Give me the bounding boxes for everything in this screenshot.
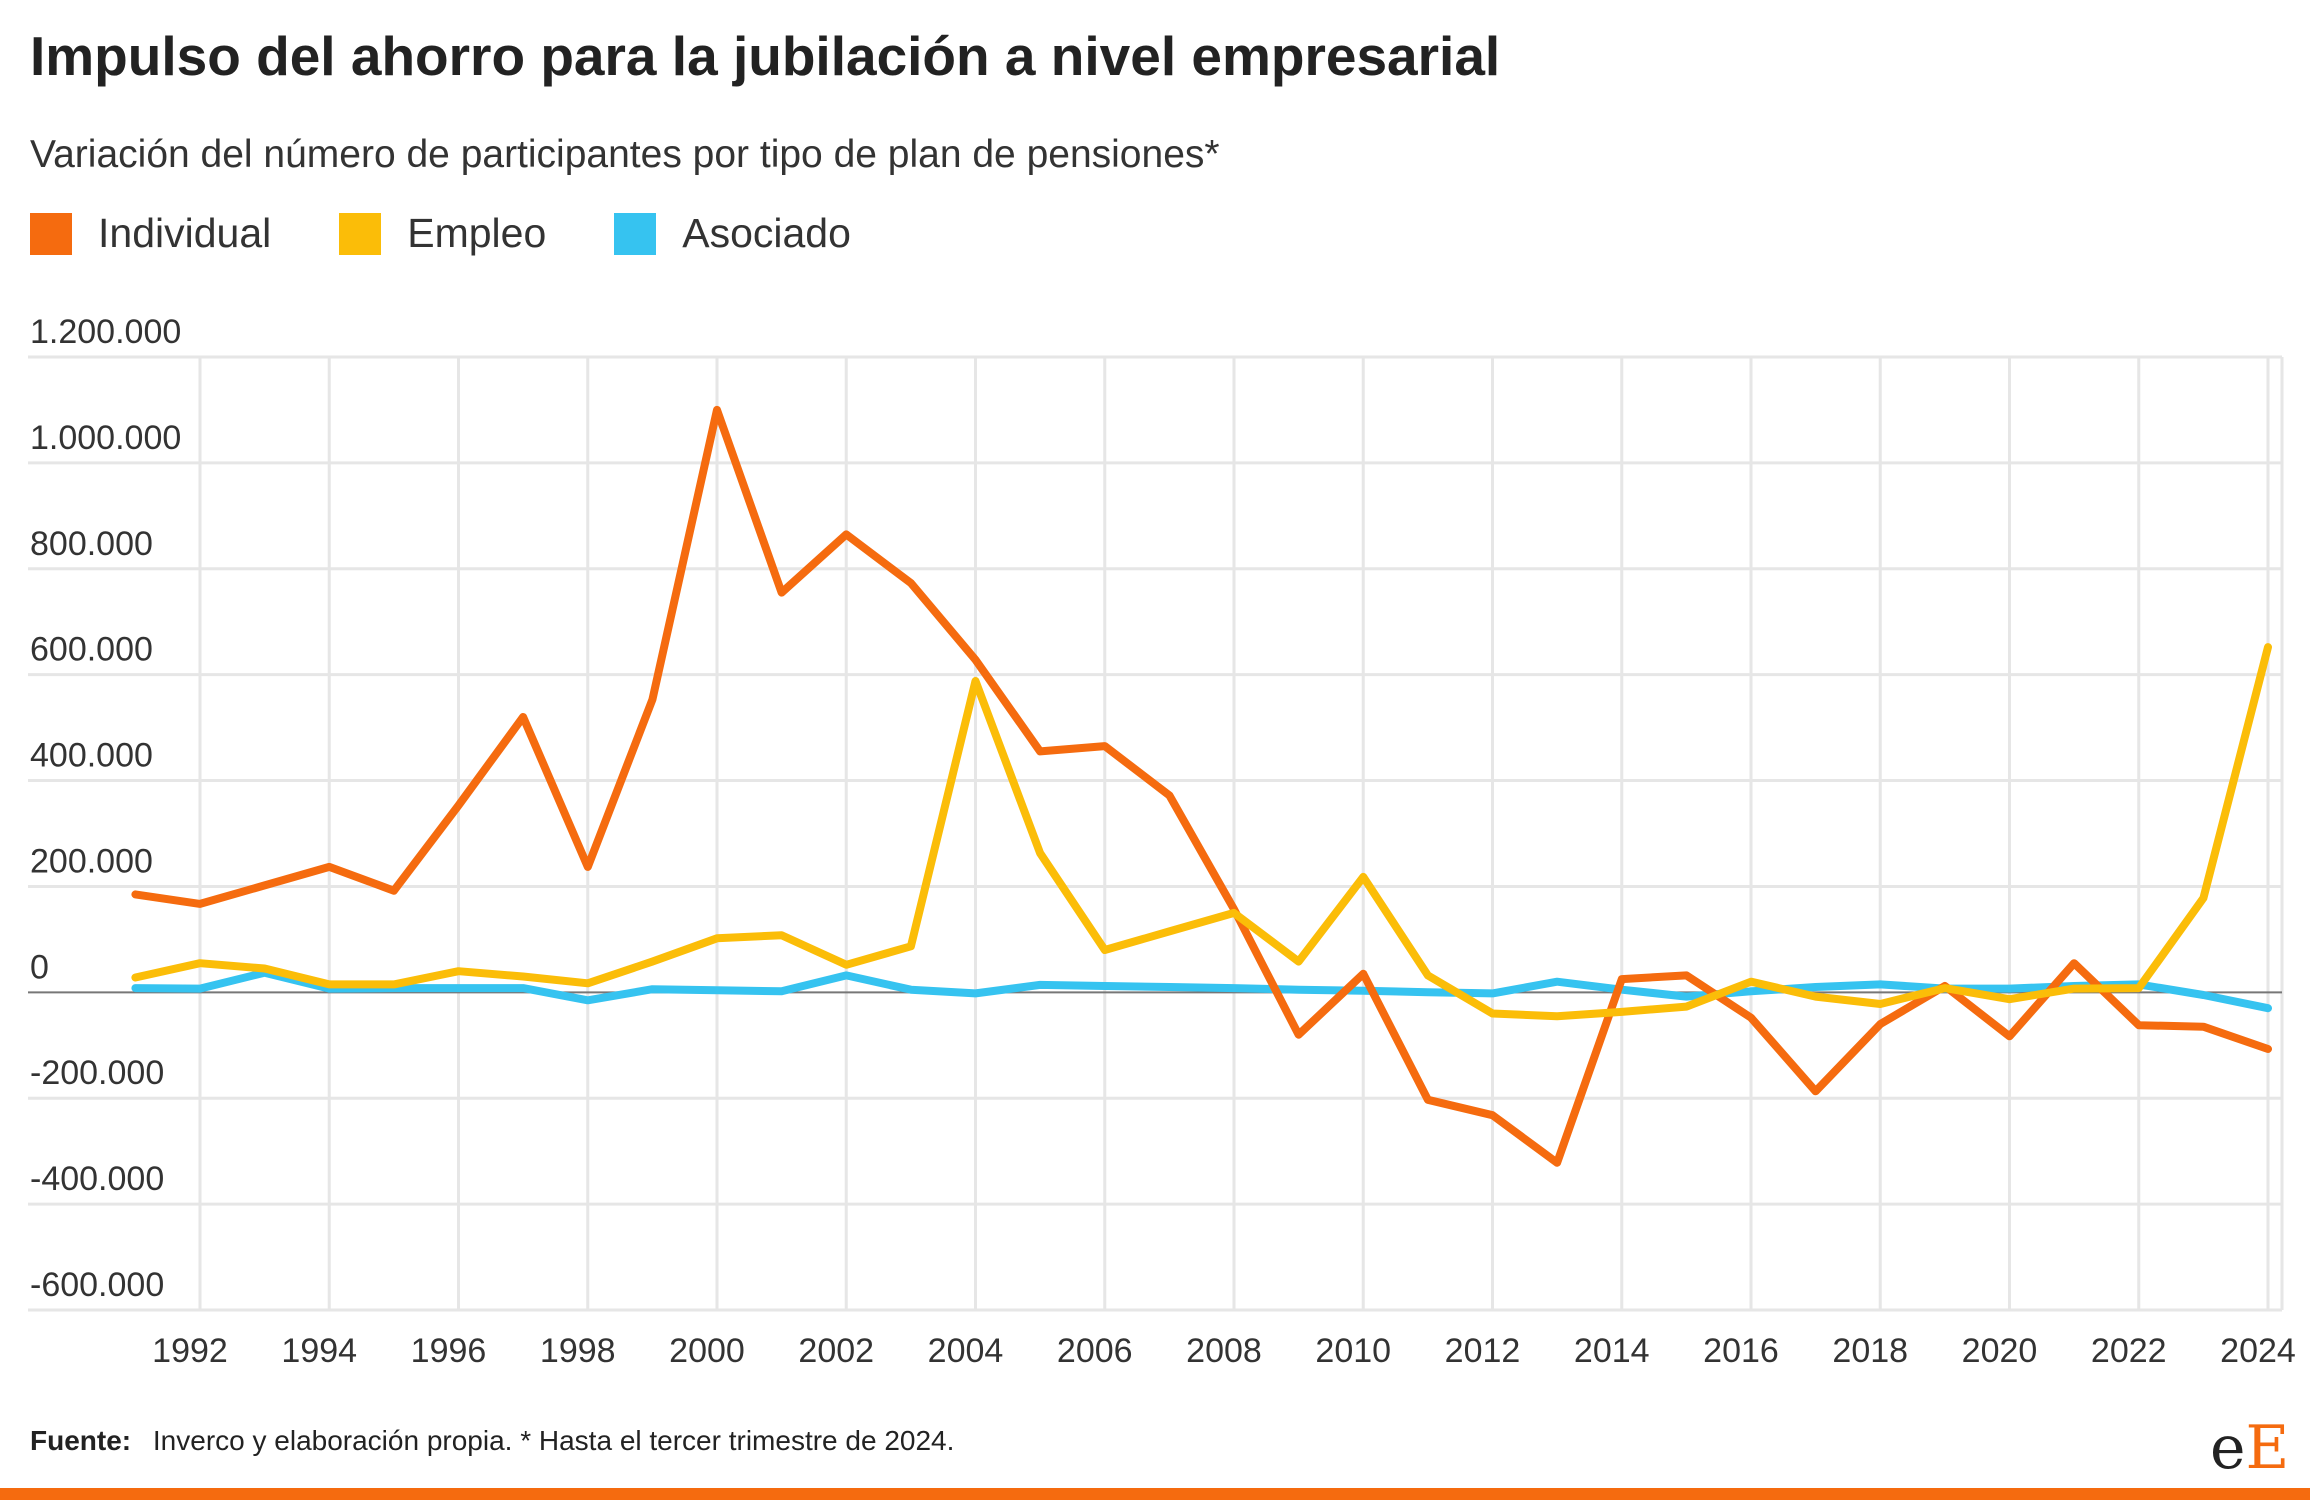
legend-label-asociado: Asociado — [682, 210, 851, 256]
x-tick-label: 2020 — [1962, 1332, 2038, 1370]
gridlines — [28, 355, 2284, 1312]
x-tick-label: 2010 — [1315, 1332, 1391, 1370]
x-tick-label: 2022 — [2091, 1332, 2167, 1370]
x-tick-label: 2018 — [1832, 1332, 1908, 1370]
series-line-individual — [131, 405, 2272, 1167]
legend: Individual Empleo Asociado — [30, 210, 919, 257]
legend-item-individual: Individual — [30, 210, 271, 257]
x-tick-label: 2002 — [798, 1332, 874, 1370]
x-tick-label: 1996 — [411, 1332, 487, 1370]
y-axis-ticks: -600.000 -400.000 -200.000 0 200.000 400.000 6… — [30, 313, 181, 1304]
y-tick-label: -200.000 — [30, 1054, 164, 1092]
series-lines — [131, 405, 2272, 1167]
x-tick-label: 2014 — [1574, 1332, 1650, 1370]
y-tick-label: 400.000 — [30, 737, 153, 775]
y-tick-label: 600.000 — [30, 631, 153, 669]
legend-label-empleo: Empleo — [407, 210, 547, 256]
source-note: Fuente: Inverco y elaboración propia. * … — [30, 1425, 954, 1457]
x-tick-label: 2024 — [2220, 1332, 2296, 1370]
y-tick-label: -600.000 — [30, 1266, 164, 1304]
legend-swatch-asociado — [614, 212, 657, 255]
series-line-asociado — [131, 968, 2272, 1013]
x-axis-ticks: 1992 1994 1996 1998 2000 2002 2004 2006 2008 2010… — [152, 1332, 2296, 1370]
x-tick-label: 2008 — [1186, 1332, 1262, 1370]
y-tick-label: 1.200.000 — [30, 313, 181, 351]
chart-subtitle: Variación del número de participantes po… — [30, 133, 1220, 176]
legend-item-asociado: Asociado — [614, 210, 851, 257]
x-tick-label: 2016 — [1703, 1332, 1779, 1370]
legend-label-individual: Individual — [98, 210, 272, 256]
y-tick-label: 800.000 — [30, 525, 153, 563]
x-tick-label: 2012 — [1445, 1332, 1521, 1370]
series-line-empleo — [131, 643, 2272, 1021]
source-label: Fuente: — [30, 1425, 132, 1456]
source-text: Inverco y elaboración propia. * Hasta el… — [152, 1425, 955, 1456]
line-chart: -600.000 -400.000 -200.000 0 200.000 400.000 6… — [28, 313, 2296, 1370]
legend-item-empleo: Empleo — [339, 210, 546, 257]
x-tick-label: 1994 — [281, 1332, 357, 1370]
brand-logo: eE — [2210, 1418, 2289, 1478]
x-tick-label: 1998 — [540, 1332, 616, 1370]
y-tick-label: 0 — [30, 948, 49, 986]
x-tick-label: 2006 — [1057, 1332, 1133, 1370]
logo-letter-e: e — [2210, 1413, 2246, 1483]
x-tick-label: 2004 — [928, 1332, 1004, 1370]
bottom-accent-bar — [0, 1488, 2310, 1500]
chart-title: Impulso del ahorro para la jubilación a … — [30, 25, 1501, 87]
y-tick-label: 1.000.000 — [30, 419, 181, 457]
logo-letter-E: E — [2245, 1413, 2290, 1483]
x-tick-label: 1992 — [152, 1332, 228, 1370]
y-tick-label: -400.000 — [30, 1160, 164, 1198]
x-tick-label: 2000 — [669, 1332, 745, 1370]
legend-swatch-empleo — [339, 212, 382, 255]
y-tick-label: 200.000 — [30, 842, 153, 880]
legend-swatch-individual — [30, 212, 72, 255]
